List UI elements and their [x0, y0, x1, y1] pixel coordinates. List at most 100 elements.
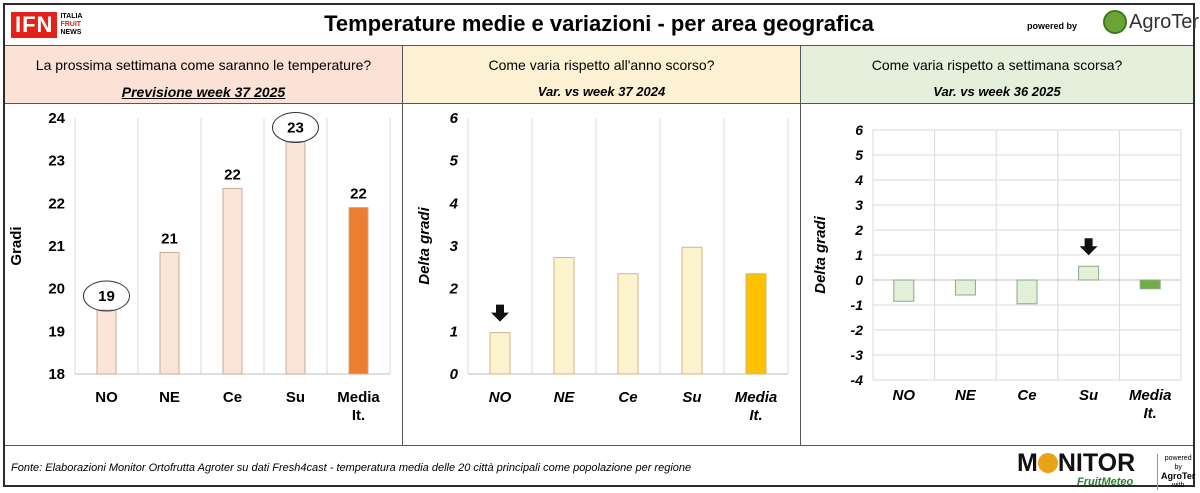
monitor-logo-left: M [1017, 449, 1038, 477]
bar-ce [617, 273, 639, 375]
y-tick-label: 4 [449, 195, 459, 212]
panel-week-question: Come varia rispetto a settimana scorsa? [871, 57, 1123, 73]
source-note: Fonte: Elaborazioni Monitor Ortofrutta A… [11, 462, 692, 474]
week-variation-bar-chart: -4 -3 -2 -1 0 1 2 3 4 5 6 Delta gradi NO NE Ce Su MediaI… [812, 122, 1182, 422]
sun-icon [1037, 453, 1058, 473]
y-tick-label: 2 [854, 222, 863, 238]
x-tick-label: NO [893, 387, 916, 404]
x-tick-label: Media [337, 389, 380, 406]
monitor-powered-with: with [1171, 482, 1185, 489]
panel-forecast: La prossima settimana come saranno le te… [5, 46, 403, 446]
bar-ne [553, 257, 575, 375]
y-tick-label: 1 [855, 247, 863, 263]
bar-mediait [348, 207, 369, 375]
x-tick-label: It. [1144, 405, 1157, 422]
x-tick-label: Ce [618, 389, 637, 406]
y-tick-label: 3 [855, 197, 863, 213]
panels-row: La prossima settimana come saranno le te… [5, 45, 1193, 446]
bar-mediait [745, 273, 767, 375]
monitor-logo-sub: FruitMeteo [1077, 476, 1134, 488]
panel-week-subtitle: Var. vs week 36 2025 [933, 84, 1061, 99]
down-arrow-icon [491, 304, 509, 322]
x-tick-label: NE [554, 389, 576, 406]
y-tick-label: 19 [48, 323, 65, 340]
panel-forecast-header: La prossima settimana come saranno le te… [5, 46, 402, 104]
bar-ne [954, 279, 976, 296]
panel-week-header: Come varia rispetto a settimana scorsa? … [801, 46, 1193, 104]
y-tick-label: 4 [854, 172, 863, 188]
y-tick-label: 23 [48, 153, 65, 170]
y-tick-label: 3 [450, 238, 459, 255]
x-tick-label: Su [286, 389, 305, 406]
ifn-logo-line3: NEWS [60, 29, 82, 36]
agroter-logo: AgroTer [1103, 10, 1199, 34]
powered-by-label: powered by [1027, 21, 1078, 31]
ifn-logo-subtext: ITALIA FRUIT NEWS [60, 13, 82, 37]
data-label: 21 [161, 230, 178, 247]
x-tick-label: Su [682, 389, 701, 406]
panel-year-subtitle: Var. vs week 37 2024 [537, 84, 666, 99]
down-arrow-icon [1079, 238, 1098, 256]
x-tick-label: NE [955, 387, 977, 404]
y-tick-label: 5 [855, 147, 863, 163]
y-axis-label: Delta gradi [416, 206, 433, 284]
y-tick-label: 20 [48, 281, 65, 298]
page-title: Temperature medie e variazioni - per are… [324, 11, 874, 36]
monitor-logo-word: M NITOR [1017, 450, 1135, 476]
y-tick-label: -3 [851, 347, 864, 363]
x-tick-label: Ce [223, 389, 242, 406]
ifn-logo-brand: IFN [11, 12, 58, 38]
x-tick-label: It. [749, 407, 762, 424]
infographic-frame: IFN ITALIA FRUIT NEWS Temperature medie … [3, 3, 1199, 490]
panel-year-header: Come varia rispetto all'anno scorso? Var… [403, 46, 800, 104]
bar-no [489, 332, 511, 375]
x-tick-label: Ce [1017, 387, 1036, 404]
y-tick-label: -1 [851, 297, 864, 313]
y-tick-label: 0 [450, 366, 459, 383]
monitor-powered-label: powered by [1164, 455, 1192, 471]
x-tick-label: NO [489, 389, 512, 406]
x-tick-label: Su [1079, 387, 1098, 404]
y-tick-label: 22 [48, 195, 65, 212]
agroter-logo-text: AgroTer [1129, 10, 1200, 33]
y-tick-label: -4 [851, 372, 864, 388]
monitor-logo-powered: powered by AgroTer with [1157, 454, 1195, 490]
y-tick-label: 6 [855, 122, 863, 138]
panel-year-variation: Come varia rispetto all'anno scorso? Var… [403, 46, 801, 446]
bar-mediait [1139, 279, 1161, 290]
bar-no [893, 279, 915, 302]
forecast-bar-chart: 18 19 20 21 22 23 24 Gradi 19 NO 21 NE 22 Ce 23 Su 22 Med… [8, 110, 391, 424]
x-tick-label: NO [95, 389, 118, 406]
monitor-powered-brand: AgroTer [1161, 471, 1196, 481]
panel-year-question: Come varia rispetto all'anno scorso? [488, 57, 715, 73]
data-label: 19 [98, 288, 115, 305]
y-tick-label: 5 [450, 153, 459, 170]
y-tick-label: 18 [48, 366, 65, 383]
bar-su [681, 246, 703, 375]
ifn-logo: IFN ITALIA FRUIT NEWS [11, 11, 83, 39]
x-tick-label: It. [352, 407, 365, 424]
panel-week-variation: Come varia rispetto a settimana scorsa? … [801, 46, 1193, 446]
y-tick-label: 21 [48, 238, 65, 255]
y-tick-label: 2 [449, 281, 459, 298]
y-axis-label: Delta gradi [812, 215, 829, 293]
ifn-logo-line1: ITALIA [60, 13, 83, 20]
panel-forecast-subtitle: Previsione week 37 2025 [121, 84, 286, 100]
y-tick-label: 1 [450, 323, 458, 340]
data-label: 22 [350, 186, 367, 203]
highlight-ellipse [272, 111, 319, 143]
header: IFN ITALIA FRUIT NEWS Temperature medie … [5, 5, 1199, 45]
bar-ne [159, 251, 180, 375]
y-tick-label: 24 [48, 110, 65, 127]
y-tick-label: 6 [450, 110, 459, 127]
panel-forecast-question: La prossima settimana come saranno le te… [35, 57, 372, 73]
x-tick-label: NE [159, 389, 180, 406]
highlight-ellipse [83, 280, 130, 312]
monitor-logo-right: NITOR [1057, 449, 1136, 477]
y-tick-label: -2 [851, 322, 864, 338]
bar-su [1078, 265, 1100, 281]
bar-ce [1016, 279, 1038, 305]
agroter-leaf-icon [1103, 10, 1127, 34]
y-axis-label: Gradi [8, 226, 25, 265]
